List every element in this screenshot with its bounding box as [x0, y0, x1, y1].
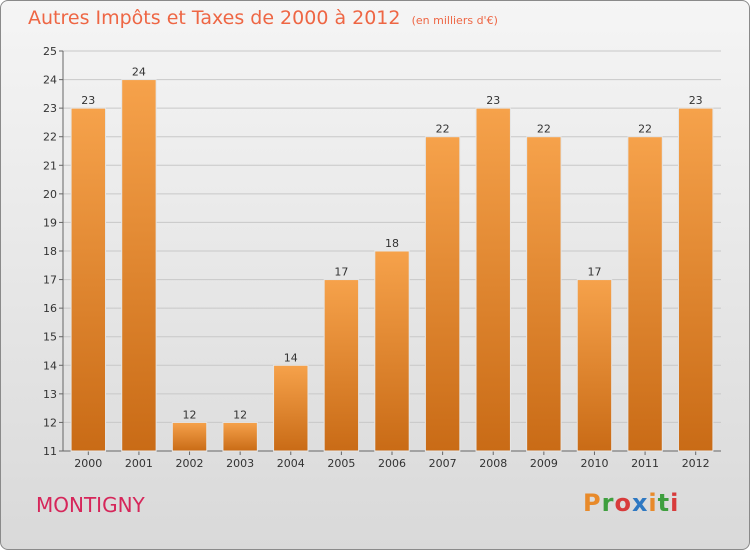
logo-letter: t — [657, 489, 671, 517]
chart-unit: (en milliers d'€) — [411, 14, 498, 27]
commune-name: MONTIGNY — [36, 493, 145, 517]
bar-2000 — [70, 107, 107, 452]
chart-title-text: Autres Impôts et Taxes de 2000 à 2012 — [28, 7, 401, 29]
data-label-2012: 23 — [689, 94, 703, 107]
x-tick-label-2000: 2000 — [74, 457, 102, 470]
x-tick-label-2001: 2001 — [125, 457, 153, 470]
bar-2003 — [222, 421, 258, 452]
x-tick-label-2010: 2010 — [580, 457, 608, 470]
data-labels: 23 24 12 12 14 17 18 22 23 22 17 22 23 — [81, 66, 702, 422]
data-label-2003: 12 — [233, 408, 247, 421]
proxiti-logo: Proxiti — [583, 489, 679, 517]
y-tick-label: 14 — [43, 359, 57, 372]
x-tick-label-2004: 2004 — [277, 457, 305, 470]
x-tick-label-2007: 2007 — [429, 457, 457, 470]
bar-2004 — [273, 364, 309, 452]
bar-2009 — [526, 136, 562, 452]
y-tick-label: 24 — [43, 74, 57, 87]
y-tick-label: 23 — [43, 102, 57, 115]
logo-letter: x — [631, 489, 649, 517]
data-label-2005: 17 — [334, 266, 348, 279]
x-tick-label-2008: 2008 — [479, 457, 507, 470]
y-tick-label: 16 — [43, 302, 57, 315]
bar-2001 — [121, 79, 157, 452]
y-tick-label: 15 — [43, 331, 57, 344]
x-tick-label-2003: 2003 — [226, 457, 254, 470]
y-tick-label: 25 — [43, 45, 57, 58]
logo-letter: i — [648, 489, 658, 517]
data-label-2000: 23 — [81, 94, 95, 107]
logo-letter: i — [670, 489, 680, 517]
logo-letter: r — [601, 489, 615, 517]
chart-title: Autres Impôts et Taxes de 2000 à 2012 (e… — [28, 7, 498, 29]
logo-letter: P — [583, 489, 602, 517]
x-tick-label-2011: 2011 — [631, 457, 659, 470]
bar-2012 — [677, 107, 714, 452]
x-tick-label-2012: 2012 — [682, 457, 710, 470]
y-tick-label: 21 — [43, 159, 57, 172]
data-label-2009: 22 — [537, 123, 551, 136]
y-tick-label: 17 — [43, 274, 57, 287]
x-tick-label-2006: 2006 — [378, 457, 406, 470]
y-tick-label: 22 — [43, 131, 57, 144]
data-label-2002: 12 — [183, 408, 197, 421]
y-tick-label: 18 — [43, 245, 57, 258]
data-label-2004: 14 — [284, 351, 298, 364]
data-label-2010: 17 — [587, 266, 601, 279]
bars — [70, 79, 714, 452]
data-label-2011: 22 — [638, 123, 652, 136]
y-tick-label: 20 — [43, 188, 57, 201]
x-tick-label-2005: 2005 — [327, 457, 355, 470]
y-tick-label: 11 — [43, 445, 57, 458]
bar-2010 — [576, 279, 613, 452]
x-tick-label-2009: 2009 — [530, 457, 558, 470]
data-label-2007: 22 — [436, 123, 450, 136]
y-tick-label: 19 — [43, 216, 57, 229]
data-label-2008: 23 — [486, 94, 500, 107]
bar-2011 — [627, 136, 663, 452]
bar-2006 — [374, 250, 410, 452]
y-tick-label: 12 — [43, 416, 57, 429]
bar-2008 — [475, 107, 511, 452]
data-label-2001: 24 — [132, 66, 146, 79]
data-label-2006: 18 — [385, 237, 399, 250]
logo-letter: o — [614, 489, 632, 517]
bar-2007 — [424, 136, 461, 452]
y-tick-label: 13 — [43, 388, 57, 401]
bar-2002 — [171, 421, 208, 452]
x-tick-label-2002: 2002 — [176, 457, 204, 470]
bar-2005 — [323, 279, 360, 452]
